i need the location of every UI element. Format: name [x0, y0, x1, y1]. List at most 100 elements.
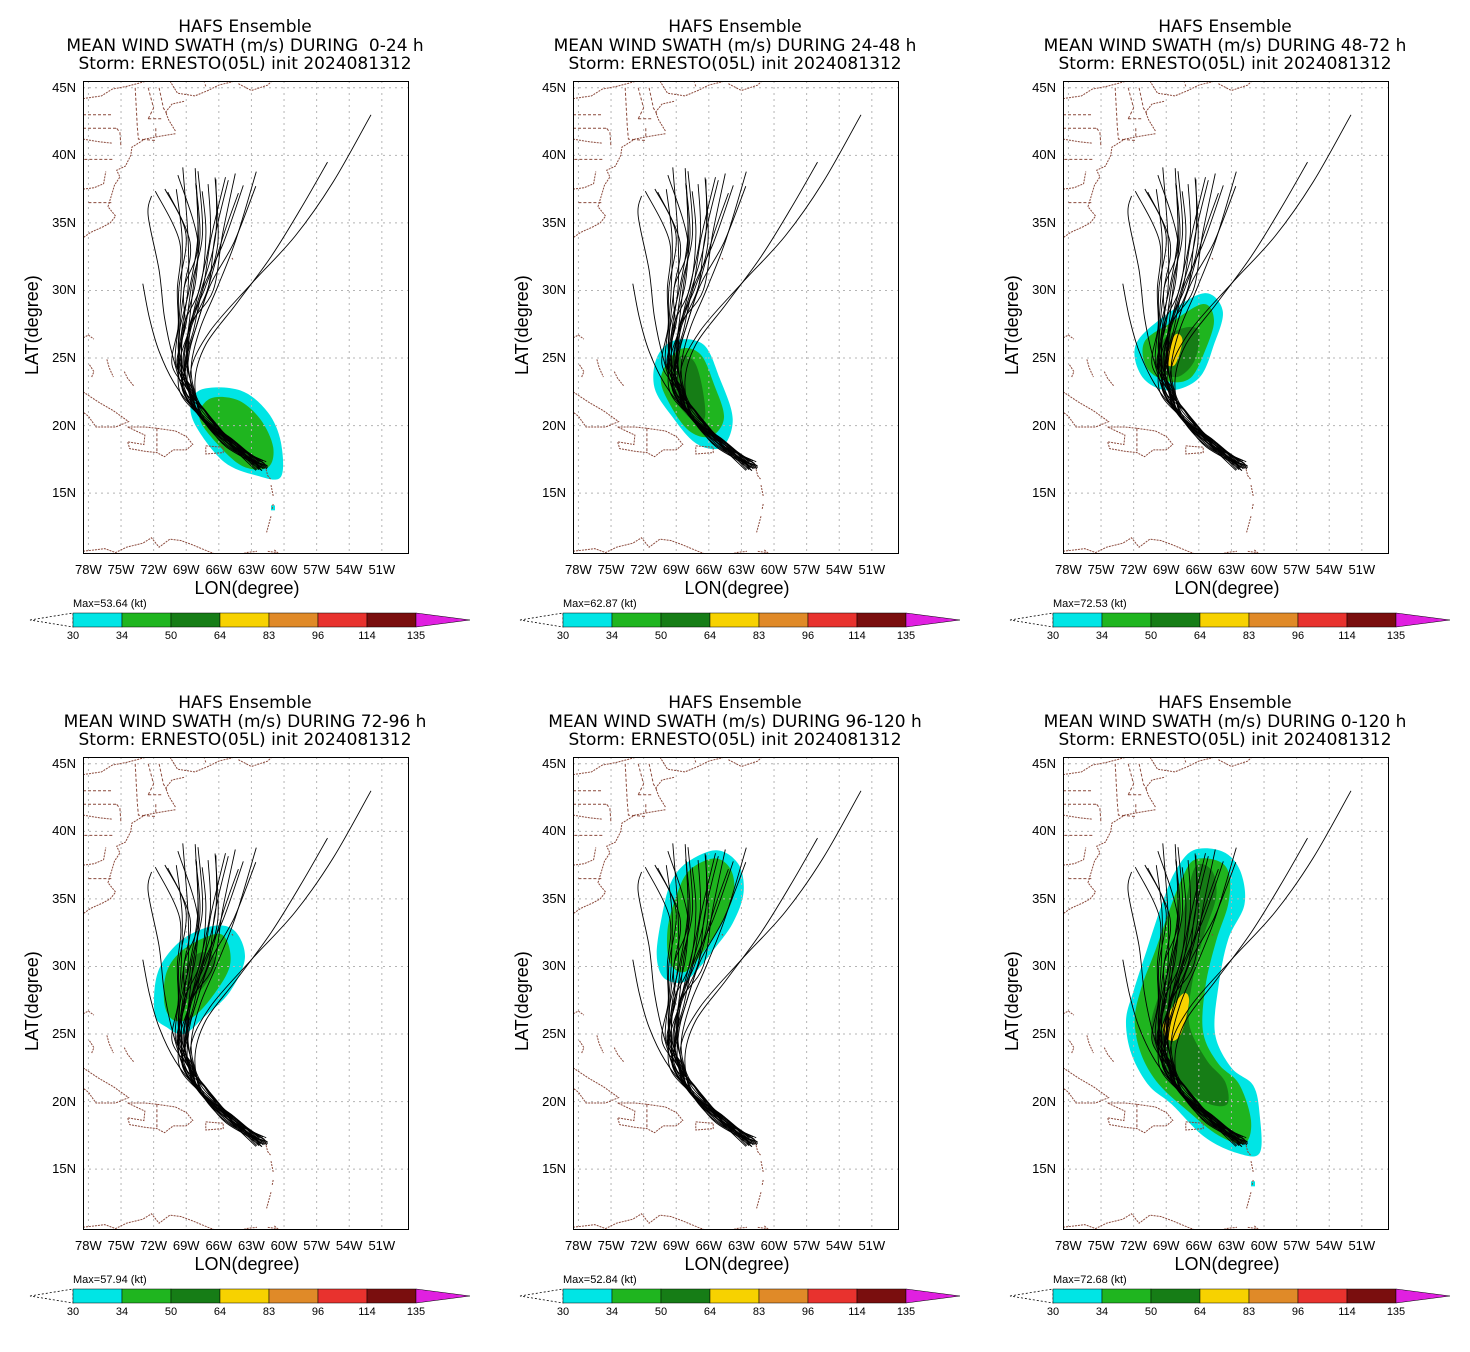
x-tick-label: 54W [825, 562, 853, 577]
coastline [231, 257, 234, 260]
y-tick-label: 20N [52, 1093, 76, 1109]
colorbar-low-arrow [29, 1288, 74, 1304]
colorbar-label: 114 [358, 630, 376, 642]
y-tick-label: 40N [542, 823, 566, 839]
ensemble-track [1161, 856, 1238, 1141]
swath-panel-1: HAFS Ensemble MEAN WIND SWATH (m/s) DURI… [0, 0, 490, 676]
y-tick-label: 20N [542, 417, 566, 433]
colorbar-label: 30 [1046, 1306, 1060, 1318]
coastline [760, 485, 764, 496]
border-line [203, 81, 207, 87]
ensemble-track [185, 173, 268, 467]
ensemble-tracks [1122, 114, 1352, 472]
coastlines [573, 81, 770, 554]
ensemble-track [670, 867, 753, 1148]
coastline [1244, 1139, 1252, 1157]
swath-34kt [199, 396, 274, 470]
panel-title: HAFS Ensemble MEAN WIND SWATH (m/s) DURI… [490, 694, 980, 750]
swath-50kt [1150, 863, 1229, 1107]
y-tick-label: 30N [542, 958, 566, 974]
colorbar-svg [29, 612, 471, 628]
colorbar-bin [1101, 1288, 1152, 1304]
coastline [1246, 1192, 1252, 1209]
map-svg [83, 757, 409, 1230]
ensemble-track [190, 171, 268, 470]
coastline [1211, 933, 1214, 936]
x-tick-label: 69W [662, 562, 690, 577]
coastline [596, 1035, 604, 1054]
coastline [83, 334, 95, 340]
colorbar-label: 96 [311, 1306, 325, 1318]
colorbar-label: 30 [1046, 630, 1060, 642]
x-tick-label: 69W [1152, 562, 1180, 577]
colorbar [0, 1268, 490, 1322]
colorbar-bin [562, 1288, 613, 1304]
ensemble-track [189, 790, 372, 1143]
border-line [606, 803, 612, 824]
y-tick-label: 20N [1032, 1093, 1056, 1109]
border-line [134, 87, 156, 141]
colorbar-label: 34 [605, 1306, 619, 1318]
coastline [1247, 1225, 1260, 1230]
colorbar-label: 64 [1193, 1306, 1207, 1318]
x-tick-label: 78W [565, 562, 592, 577]
max-wind-label: Max=57.94 (kt) [73, 1274, 147, 1286]
coastline [616, 426, 684, 458]
coastline [728, 757, 763, 768]
x-tick-label: 66W [205, 1238, 233, 1253]
y-tick-label: 35N [1032, 214, 1056, 230]
coastline [169, 757, 236, 773]
colorbar-svg [29, 1288, 471, 1304]
coastline [83, 138, 113, 144]
x-tick-label: 69W [172, 562, 200, 577]
coastline [1063, 334, 1075, 340]
colorbar-svg [1009, 1288, 1451, 1304]
y-tick-label: 15N [542, 485, 566, 501]
panel-title-line3: Storm: ERNESTO(05L) init 2024081312 [78, 730, 412, 750]
ensemble-track [181, 180, 258, 465]
ensemble-track [1165, 173, 1248, 467]
map-svg [1063, 81, 1389, 554]
colorbar-label: 64 [1193, 630, 1207, 642]
colorbar-bin [611, 612, 662, 628]
coastline [1103, 1047, 1115, 1063]
ensemble-track [675, 849, 758, 1143]
coastline [613, 371, 625, 387]
y-tick-label: 35N [1032, 890, 1056, 906]
x-tick-label: 72W [630, 562, 657, 577]
ensemble-track [184, 192, 264, 462]
coastline [757, 1225, 770, 1230]
colorbar-label: 30 [556, 630, 570, 642]
coastline [1185, 445, 1204, 455]
grid-lines [83, 81, 409, 554]
colorbar-bin [1297, 612, 1348, 628]
x-tick-label: 57W [1283, 1238, 1310, 1253]
ensemble-track [189, 114, 372, 467]
ensemble-track [1165, 849, 1248, 1143]
map-plot [573, 81, 899, 554]
x-tick-label: 63W [1218, 1238, 1245, 1253]
x-tick-label: 63W [1218, 562, 1245, 577]
y-tick-label: 20N [1032, 417, 1056, 433]
coastline [169, 81, 236, 97]
map-border [1063, 81, 1389, 554]
colorbar-bin [1297, 1288, 1348, 1304]
border-line [693, 757, 697, 763]
x-tick-label: 57W [793, 562, 820, 577]
colorbar-bin [709, 1288, 760, 1304]
border-line [606, 127, 612, 148]
border-line [648, 763, 658, 790]
ensemble-track [632, 959, 755, 1140]
panel-title-line2: MEAN WIND SWATH (m/s) DURING 24-48 h [553, 35, 917, 56]
coastline [123, 1047, 135, 1063]
map-border [1063, 757, 1389, 1230]
coastline [655, 776, 675, 808]
swath-spot [1250, 1181, 1255, 1187]
coastline [1251, 1179, 1254, 1186]
colorbar-label: 83 [1242, 1306, 1256, 1318]
colorbar-bin [1346, 1288, 1397, 1304]
colorbar-bin [660, 1288, 711, 1304]
ensemble-track [675, 173, 758, 467]
x-tick-label: 57W [303, 1238, 330, 1253]
coastline [266, 1192, 272, 1209]
